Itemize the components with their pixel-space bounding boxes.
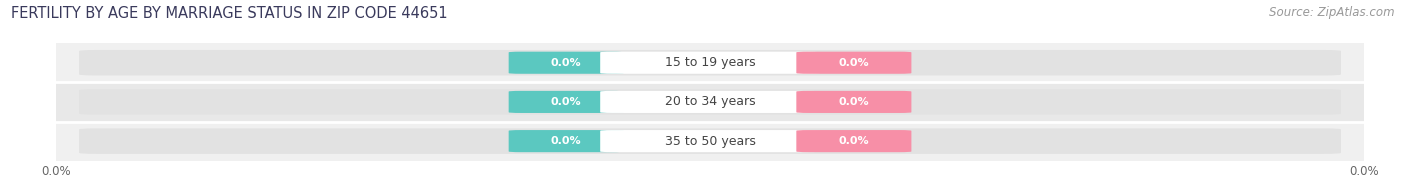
- FancyBboxPatch shape: [79, 128, 1341, 154]
- Text: 0.0%: 0.0%: [551, 58, 582, 68]
- Bar: [56, 82, 1364, 122]
- Text: Source: ZipAtlas.com: Source: ZipAtlas.com: [1270, 6, 1395, 19]
- FancyBboxPatch shape: [509, 91, 624, 113]
- Text: 0.0%: 0.0%: [838, 58, 869, 68]
- FancyBboxPatch shape: [509, 52, 624, 74]
- FancyBboxPatch shape: [600, 130, 820, 152]
- FancyBboxPatch shape: [796, 52, 911, 74]
- FancyBboxPatch shape: [796, 91, 911, 113]
- Bar: [56, 122, 1364, 161]
- FancyBboxPatch shape: [79, 50, 1341, 75]
- FancyBboxPatch shape: [796, 130, 911, 152]
- Text: 15 to 19 years: 15 to 19 years: [665, 56, 755, 69]
- FancyBboxPatch shape: [79, 89, 1341, 115]
- Text: 35 to 50 years: 35 to 50 years: [665, 135, 755, 148]
- Bar: [56, 43, 1364, 82]
- Text: 0.0%: 0.0%: [838, 97, 869, 107]
- Text: 20 to 34 years: 20 to 34 years: [665, 95, 755, 108]
- FancyBboxPatch shape: [509, 130, 624, 152]
- Text: 0.0%: 0.0%: [551, 97, 582, 107]
- Text: 0.0%: 0.0%: [838, 136, 869, 146]
- FancyBboxPatch shape: [600, 52, 820, 74]
- FancyBboxPatch shape: [600, 91, 820, 113]
- Text: 0.0%: 0.0%: [551, 136, 582, 146]
- Text: FERTILITY BY AGE BY MARRIAGE STATUS IN ZIP CODE 44651: FERTILITY BY AGE BY MARRIAGE STATUS IN Z…: [11, 6, 449, 21]
